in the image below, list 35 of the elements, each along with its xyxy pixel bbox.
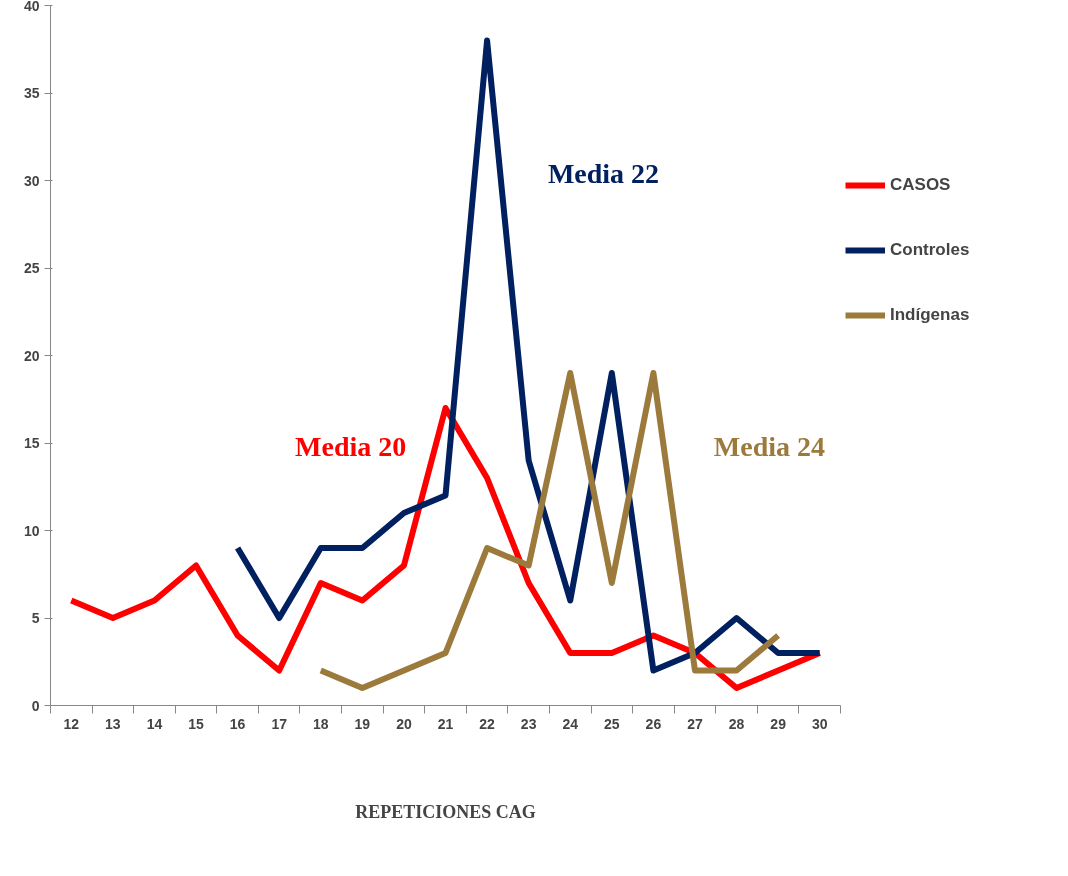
x-tick-label: 24 bbox=[562, 715, 579, 732]
x-tick-label: 21 bbox=[437, 715, 454, 732]
x-tick-label: 25 bbox=[604, 715, 620, 732]
x-tick-label: 26 bbox=[645, 715, 662, 732]
annotation: Media 24 bbox=[713, 431, 826, 462]
y-tick-label: 20 bbox=[23, 347, 40, 364]
x-tick-label: 29 bbox=[770, 715, 787, 732]
x-tick-label: 14 bbox=[146, 715, 163, 732]
x-tick-label: 18 bbox=[312, 715, 329, 732]
x-tick-label: 16 bbox=[229, 715, 246, 732]
y-tick-label: 5 bbox=[31, 610, 40, 626]
x-tick-label: 13 bbox=[105, 715, 121, 732]
y-tick-label: 25 bbox=[23, 260, 40, 276]
x-tick-label: 15 bbox=[188, 715, 205, 732]
x-tick-label: 20 bbox=[396, 715, 412, 732]
x-tick-label: 12 bbox=[63, 715, 80, 732]
x-tick-label: 23 bbox=[520, 715, 537, 732]
legend-label: Controles bbox=[890, 240, 970, 260]
x-tick-label: 30 bbox=[811, 715, 828, 732]
legend-label: Indígenas bbox=[890, 305, 970, 325]
x-tick-label: 27 bbox=[687, 715, 703, 732]
y-tick-label: 15 bbox=[23, 435, 40, 451]
x-tick-label: 22 bbox=[479, 715, 496, 732]
legend-label: CASOS bbox=[890, 175, 951, 195]
y-tick-label: 10 bbox=[23, 522, 40, 539]
annotation: Media 22 bbox=[547, 158, 660, 189]
x-tick-label: 28 bbox=[728, 715, 745, 732]
x-tick-label: 17 bbox=[271, 715, 288, 732]
y-tick-label: 30 bbox=[23, 172, 40, 189]
annotation: Media 20 bbox=[295, 431, 407, 462]
y-tick-label: 0 bbox=[31, 697, 40, 714]
y-tick-label: 40 bbox=[23, 0, 40, 14]
y-tick-label: 35 bbox=[23, 85, 40, 101]
x-axis-title: REPETICIONES CAG bbox=[355, 801, 536, 822]
x-tick-label: 19 bbox=[354, 715, 371, 732]
